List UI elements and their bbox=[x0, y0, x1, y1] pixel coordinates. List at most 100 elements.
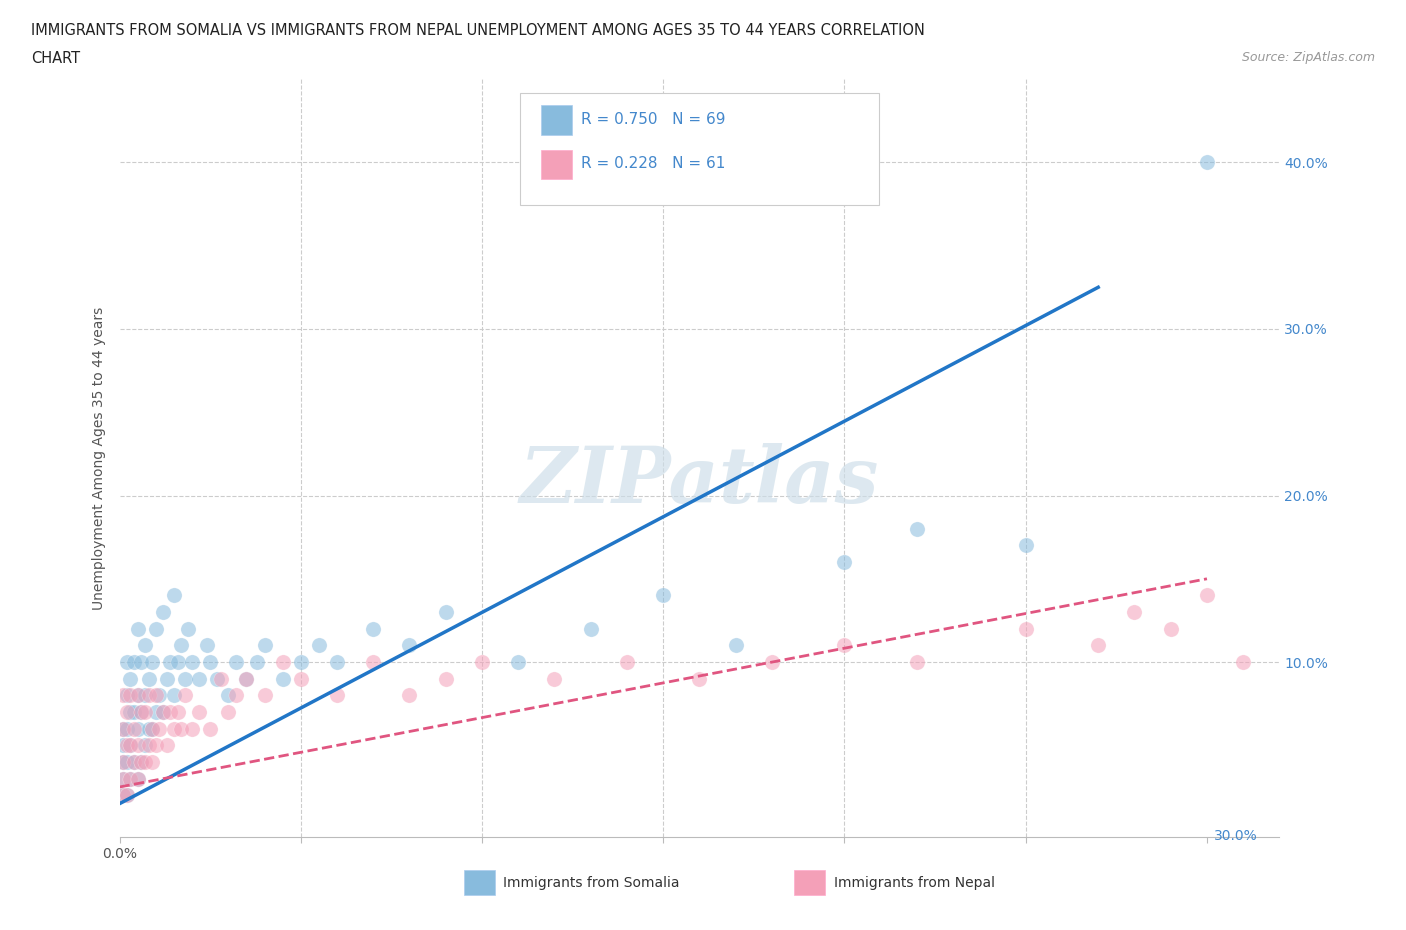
Point bbox=[1015, 538, 1038, 553]
Point bbox=[138, 671, 160, 686]
Point bbox=[120, 737, 142, 752]
Text: R = 0.750   N = 69: R = 0.750 N = 69 bbox=[581, 112, 725, 126]
Point bbox=[688, 671, 710, 686]
Text: Immigrants from Nepal: Immigrants from Nepal bbox=[834, 875, 995, 890]
Point bbox=[198, 722, 221, 737]
Point bbox=[434, 604, 457, 619]
Point bbox=[616, 655, 638, 670]
Point bbox=[1195, 588, 1218, 603]
Point bbox=[246, 655, 269, 670]
Point bbox=[141, 655, 163, 670]
Point bbox=[148, 688, 170, 703]
Point bbox=[115, 754, 138, 769]
Point bbox=[1160, 621, 1182, 636]
Text: ZIPatlas: ZIPatlas bbox=[520, 443, 879, 519]
Point bbox=[398, 688, 420, 703]
Point bbox=[1087, 638, 1109, 653]
Point bbox=[326, 655, 349, 670]
Point bbox=[120, 688, 142, 703]
Point bbox=[122, 722, 145, 737]
Point bbox=[152, 705, 174, 720]
Point bbox=[141, 722, 163, 737]
Point bbox=[724, 638, 747, 653]
Point bbox=[290, 671, 312, 686]
Point bbox=[127, 621, 149, 636]
Point bbox=[115, 688, 138, 703]
Point bbox=[138, 737, 160, 752]
Point bbox=[112, 722, 135, 737]
Point bbox=[112, 771, 135, 786]
Point bbox=[434, 671, 457, 686]
Point bbox=[253, 638, 276, 653]
Point bbox=[163, 722, 186, 737]
Text: IMMIGRANTS FROM SOMALIA VS IMMIGRANTS FROM NEPAL UNEMPLOYMENT AMONG AGES 35 TO 4: IMMIGRANTS FROM SOMALIA VS IMMIGRANTS FR… bbox=[31, 23, 925, 38]
Point bbox=[134, 754, 156, 769]
Point bbox=[217, 688, 239, 703]
Point bbox=[170, 722, 193, 737]
Point bbox=[1195, 155, 1218, 170]
Point bbox=[152, 604, 174, 619]
Point bbox=[115, 722, 138, 737]
Point bbox=[188, 705, 211, 720]
Point bbox=[145, 688, 167, 703]
Point bbox=[271, 655, 294, 670]
Point bbox=[112, 754, 135, 769]
Point bbox=[112, 771, 135, 786]
Point bbox=[207, 671, 229, 686]
Point bbox=[177, 621, 200, 636]
Point bbox=[361, 655, 384, 670]
Point bbox=[120, 705, 142, 720]
Point bbox=[115, 788, 138, 803]
Point bbox=[834, 638, 856, 653]
Point bbox=[398, 638, 420, 653]
Point bbox=[156, 671, 179, 686]
Text: Source: ZipAtlas.com: Source: ZipAtlas.com bbox=[1241, 51, 1375, 64]
Point bbox=[129, 705, 152, 720]
Y-axis label: Unemployment Among Ages 35 to 44 years: Unemployment Among Ages 35 to 44 years bbox=[93, 306, 107, 610]
Text: Immigrants from Somalia: Immigrants from Somalia bbox=[503, 875, 681, 890]
Point bbox=[120, 671, 142, 686]
Point bbox=[145, 737, 167, 752]
Point bbox=[115, 655, 138, 670]
Point bbox=[120, 771, 142, 786]
Point bbox=[159, 655, 181, 670]
Point bbox=[195, 638, 218, 653]
Point bbox=[129, 754, 152, 769]
Point bbox=[761, 655, 783, 670]
Point bbox=[198, 655, 221, 670]
Point bbox=[834, 554, 856, 569]
Point bbox=[290, 655, 312, 670]
Point bbox=[361, 621, 384, 636]
Point bbox=[181, 655, 204, 670]
Point bbox=[156, 737, 179, 752]
Point bbox=[145, 621, 167, 636]
Point bbox=[134, 638, 156, 653]
Point bbox=[163, 588, 186, 603]
Point bbox=[579, 621, 602, 636]
Point bbox=[127, 688, 149, 703]
Point bbox=[209, 671, 232, 686]
Point bbox=[112, 788, 135, 803]
Point bbox=[173, 671, 195, 686]
Point bbox=[225, 655, 247, 670]
Point bbox=[127, 688, 149, 703]
Point bbox=[129, 705, 152, 720]
Point bbox=[122, 655, 145, 670]
Point bbox=[120, 737, 142, 752]
Point bbox=[271, 671, 294, 686]
Point bbox=[308, 638, 330, 653]
Point bbox=[120, 771, 142, 786]
Point bbox=[188, 671, 211, 686]
Point bbox=[141, 722, 163, 737]
Point bbox=[170, 638, 193, 653]
Point bbox=[1232, 655, 1254, 670]
Point bbox=[166, 705, 188, 720]
Point bbox=[235, 671, 257, 686]
Point bbox=[1123, 604, 1146, 619]
Point bbox=[173, 688, 195, 703]
Point bbox=[134, 688, 156, 703]
Point bbox=[115, 788, 138, 803]
Point bbox=[217, 705, 239, 720]
Point bbox=[1015, 621, 1038, 636]
Point bbox=[129, 655, 152, 670]
